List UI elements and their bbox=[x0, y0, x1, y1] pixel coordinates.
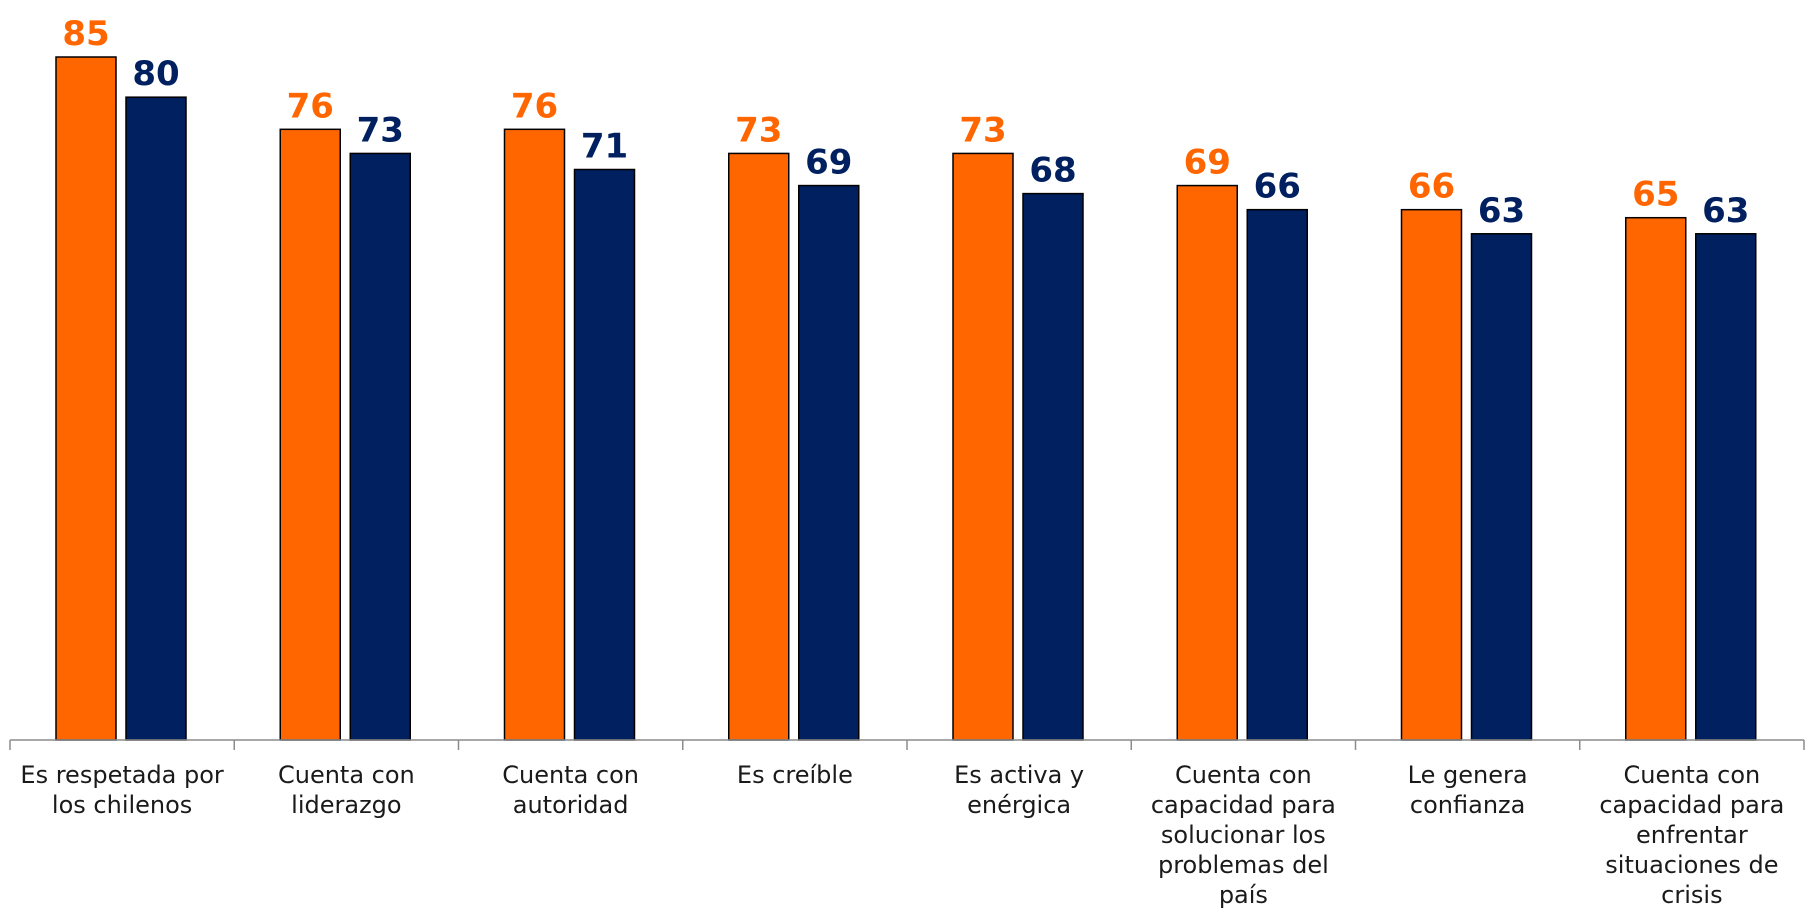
bar-series-1 bbox=[952, 152, 1014, 741]
category-label-line: capacidad para bbox=[1599, 791, 1784, 819]
data-label-series-1: 65 bbox=[1632, 175, 1679, 215]
category-label-line: Cuenta con bbox=[278, 761, 415, 789]
data-label-series-2: 71 bbox=[581, 126, 628, 166]
category-label-line: problemas del bbox=[1158, 851, 1329, 879]
category-label: Es activa y enérgica bbox=[954, 761, 1084, 819]
data-label-series-1: 76 bbox=[511, 86, 558, 126]
category-label: Cuenta con liderazgo bbox=[278, 761, 415, 819]
bar-series-1 bbox=[1400, 208, 1463, 741]
bar-series-2 bbox=[1695, 233, 1757, 741]
category-label-line: Es respetada por bbox=[20, 761, 224, 789]
bar-series-1 bbox=[728, 152, 790, 741]
bar-series-2 bbox=[1246, 208, 1308, 741]
bars-layer bbox=[55, 56, 1757, 741]
category-label-line: autoridad bbox=[513, 791, 629, 819]
category-label-line: liderazgo bbox=[291, 791, 401, 819]
data-label-series-2: 68 bbox=[1029, 151, 1076, 191]
data-label-series-1: 73 bbox=[735, 110, 782, 150]
bar-series-2 bbox=[798, 184, 860, 741]
data-label-series-2: 69 bbox=[805, 143, 852, 183]
category-label-line: Cuenta con bbox=[1623, 761, 1760, 789]
category-label-line: Cuenta con bbox=[502, 761, 639, 789]
data-label-series-2: 80 bbox=[132, 54, 179, 94]
bar-series-1 bbox=[55, 56, 117, 741]
category-label-line: situaciones de bbox=[1605, 851, 1778, 879]
category-label-line: enérgica bbox=[967, 791, 1071, 819]
category-label: Es creíble bbox=[737, 761, 853, 789]
data-label-series-2: 63 bbox=[1478, 191, 1525, 231]
data-label-series-2: 63 bbox=[1702, 191, 1749, 231]
data-label-series-1: 69 bbox=[1184, 143, 1231, 183]
data-label-series-1: 76 bbox=[287, 86, 334, 126]
category-label-line: Le genera bbox=[1408, 761, 1528, 789]
data-label-series-1: 85 bbox=[62, 14, 109, 54]
value-labels-layer: 85 80 76 73 76 71 73 69 73 68 69 66 66 63 65 63 bbox=[62, 14, 1749, 231]
bar-series-2 bbox=[125, 96, 187, 741]
data-label-series-2: 66 bbox=[1254, 167, 1301, 207]
category-label-line: país bbox=[1219, 881, 1268, 909]
category-label-line: confianza bbox=[1410, 791, 1525, 819]
category-label-line: Cuenta con bbox=[1175, 761, 1312, 789]
x-axis-ticks bbox=[9, 740, 1805, 750]
category-label: Cuenta con capacidad para solucionar los pr… bbox=[1151, 761, 1336, 909]
category-label-line: enfrentar bbox=[1636, 821, 1748, 849]
category-label: Le genera confianza bbox=[1408, 761, 1528, 819]
data-label-series-1: 73 bbox=[959, 110, 1006, 150]
bar-series-2 bbox=[1022, 192, 1084, 741]
data-label-series-2: 73 bbox=[357, 110, 404, 150]
bar-series-2 bbox=[1470, 233, 1533, 741]
category-label: Cuenta con autoridad bbox=[502, 761, 639, 819]
category-label: Cuenta con capacidad para enfrentar situaci… bbox=[1599, 761, 1784, 909]
bar-series-1 bbox=[503, 128, 566, 741]
bar-series-1 bbox=[1625, 216, 1687, 741]
category-label-line: solucionar los bbox=[1161, 821, 1326, 849]
category-label-line: Es activa y bbox=[954, 761, 1084, 789]
category-label: Es respetada por los chilenos bbox=[20, 761, 224, 819]
bar-series-1 bbox=[279, 128, 341, 741]
category-label-line: crisis bbox=[1661, 881, 1722, 909]
category-label-line: los chilenos bbox=[52, 791, 192, 819]
category-label-line: Es creíble bbox=[737, 761, 853, 789]
bar-series-2 bbox=[349, 152, 411, 741]
bar-series-1 bbox=[1176, 184, 1238, 741]
data-label-series-1: 66 bbox=[1408, 167, 1455, 207]
category-label-line: capacidad para bbox=[1151, 791, 1336, 819]
bar-series-2 bbox=[573, 168, 636, 741]
